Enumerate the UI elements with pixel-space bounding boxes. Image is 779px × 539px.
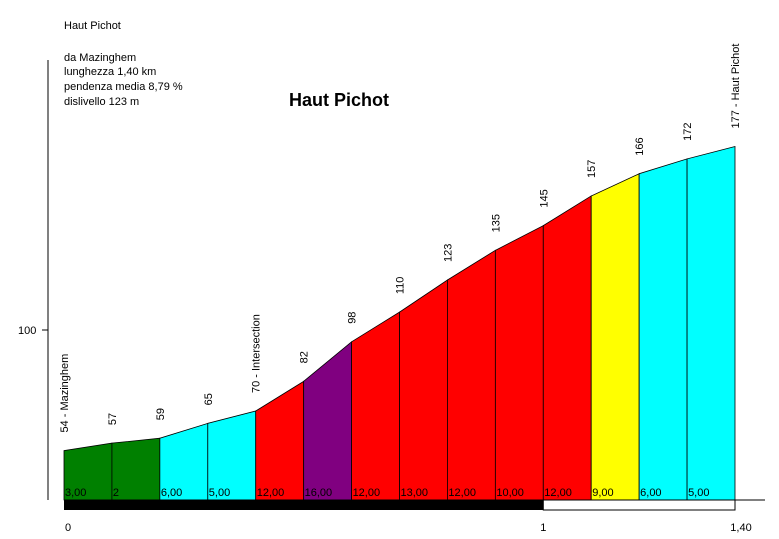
elevation-label: 145 bbox=[538, 189, 550, 207]
grade-label: 3,00 bbox=[65, 487, 86, 499]
x-tick-label: 1,40 bbox=[730, 522, 751, 534]
grade-label: 10,00 bbox=[496, 487, 524, 499]
elevation-label: 54 - Mazinghem bbox=[59, 354, 71, 433]
elevation-label: 135 bbox=[490, 214, 502, 232]
km-scale-remainder bbox=[542, 499, 736, 511]
elevation-label: 172 bbox=[682, 123, 694, 141]
profile-segment bbox=[447, 249, 496, 501]
grade-label: 16,00 bbox=[305, 487, 333, 499]
elevation-gain: dislivello 123 m bbox=[64, 96, 140, 108]
profile-segment bbox=[542, 195, 592, 501]
x-tick-label: 1 bbox=[540, 522, 546, 534]
grade-label: 6,00 bbox=[161, 487, 182, 499]
start-location: da Mazinghem bbox=[64, 52, 137, 64]
elevation-label: 166 bbox=[634, 137, 646, 155]
grade-label: 13,00 bbox=[401, 487, 429, 499]
profile-segment bbox=[111, 437, 161, 501]
climb-name: Haut Pichot bbox=[64, 20, 121, 32]
grade-label: 5,00 bbox=[209, 487, 230, 499]
chart-title: Haut Pichot bbox=[289, 90, 389, 110]
y-tick-label: 100 bbox=[18, 325, 36, 337]
profile-segment bbox=[590, 173, 640, 501]
elevation-label: 59 bbox=[155, 408, 167, 420]
profile-segment bbox=[686, 146, 736, 501]
x-tick-labels: 0 1 1,40 bbox=[65, 522, 752, 534]
grade-label: 9,00 bbox=[592, 487, 613, 499]
grade-label: 12,00 bbox=[257, 487, 285, 499]
grade-label: 5,00 bbox=[688, 487, 709, 499]
grade-label: 12,00 bbox=[353, 487, 381, 499]
elevation-label: 157 bbox=[586, 160, 598, 178]
profile-segment bbox=[399, 279, 448, 501]
profile-segment bbox=[638, 158, 688, 501]
elevation-label: 57 bbox=[107, 413, 119, 425]
elevation-label: 98 bbox=[347, 312, 359, 324]
elevation-label: 177 - Haut Pichot bbox=[730, 44, 742, 129]
elevation-label: 110 bbox=[395, 277, 407, 295]
climb-length: lunghezza 1,40 km bbox=[64, 66, 157, 78]
profile-segments bbox=[63, 146, 736, 501]
profile-segment bbox=[255, 380, 305, 501]
profile-segment bbox=[351, 311, 400, 501]
elevation-label: 65 bbox=[203, 393, 215, 405]
average-grade: pendenza media 8,79 % bbox=[64, 81, 183, 93]
x-tick-label: 0 bbox=[65, 522, 71, 534]
grade-label: 12,00 bbox=[544, 487, 572, 499]
profile-segment bbox=[494, 224, 544, 501]
elevation-label: 123 bbox=[442, 244, 454, 262]
grade-label: 2 bbox=[113, 487, 119, 499]
grade-labels: 3,00 2 6,00 5,00 12,00 16,00 12,00 13,00 12,00 10… bbox=[65, 487, 709, 499]
grade-label: 12,00 bbox=[448, 487, 476, 499]
profile-segment bbox=[303, 340, 352, 501]
grade-label: 6,00 bbox=[640, 487, 661, 499]
elevation-labels: 54 - Mazinghem 57 59 65 70 - Intersection 82 9… bbox=[59, 44, 742, 433]
elevation-label: 82 bbox=[299, 351, 311, 363]
elevation-label: 70 - Intersection bbox=[251, 314, 263, 393]
km-scale-bar bbox=[64, 500, 544, 510]
